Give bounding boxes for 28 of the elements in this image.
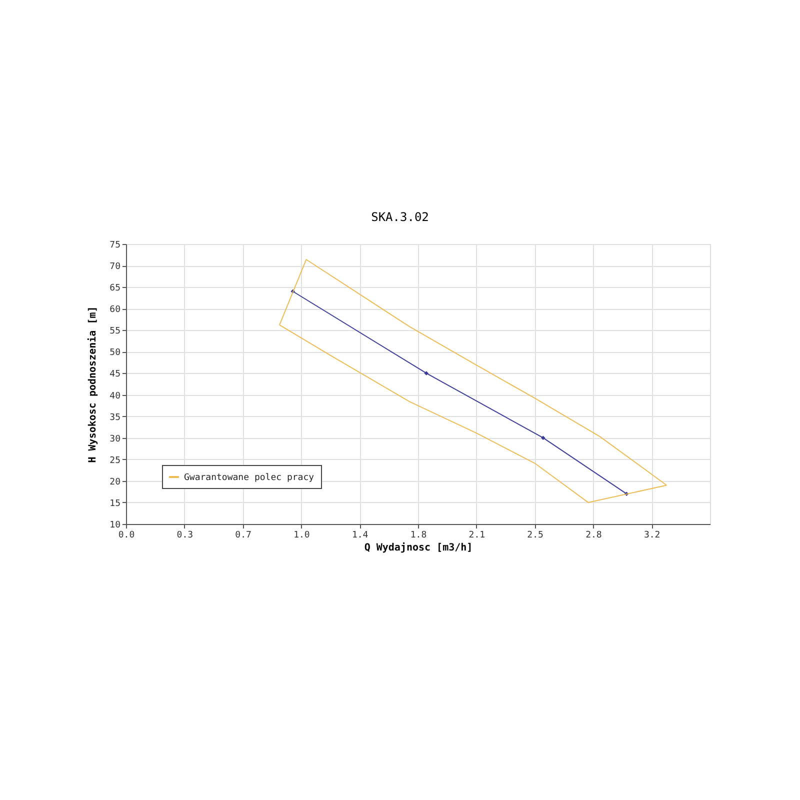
x-tick-label: 2.1 (468, 530, 486, 540)
y-tick-label: 75 (110, 240, 120, 250)
x-tick-label: 1.0 (294, 530, 310, 540)
y-tick-label: 55 (110, 326, 120, 337)
x-axis-title: Q Wydajnosc [m3/h] (364, 542, 473, 554)
x-tick-label: 2.5 (527, 530, 544, 540)
y-tick-label: 35 (110, 412, 120, 423)
x-tick-label: 2.8 (586, 530, 602, 540)
x-tick-label: 1.4 (352, 530, 368, 540)
y-tick-label: 25 (110, 456, 120, 466)
y-tick-label: 10 (110, 520, 120, 530)
y-tick-label: 15 (110, 498, 120, 509)
y-tick-label: 65 (110, 284, 120, 294)
y-tick-label: 50 (110, 348, 120, 358)
y-axis-title: H Wysokosc podnoszenia [m] (86, 306, 99, 463)
legend-label: Gwarantowane polec pracy (184, 473, 315, 483)
y-tick-label: 30 (110, 434, 120, 444)
x-tick-label: 1.8 (410, 530, 427, 540)
y-tick-label: 40 (110, 391, 120, 402)
x-tick-label: 0.3 (176, 530, 194, 540)
y-tick-label: 70 (110, 262, 120, 272)
y-tick-label: 60 (110, 305, 120, 316)
x-tick-label: 3.2 (644, 530, 660, 540)
x-tick-label: 0.7 (235, 530, 252, 540)
y-tick-label: 45 (110, 370, 120, 380)
x-tick-label: 0.0 (118, 530, 135, 540)
y-tick-label: 20 (110, 477, 120, 488)
chart-title: SKA.3.02 (371, 210, 429, 224)
